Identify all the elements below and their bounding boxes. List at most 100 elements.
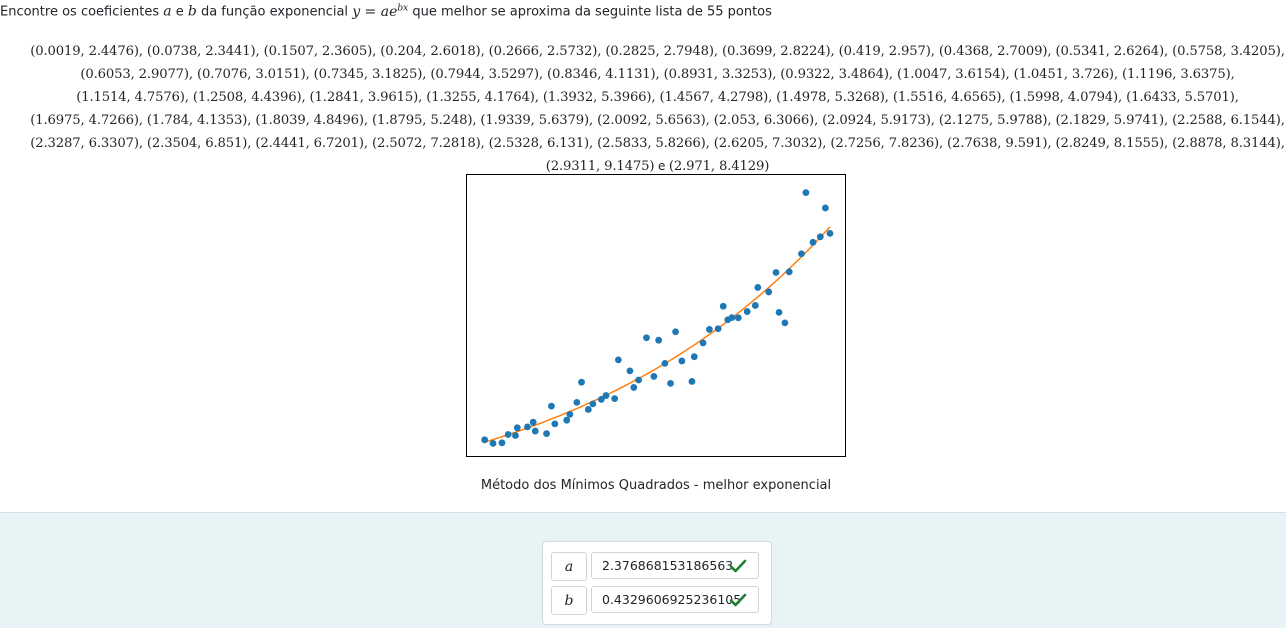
data-point	[650, 373, 658, 380]
formula-base: y = ae	[352, 3, 398, 20]
answer-input-b[interactable]: 0.4329606925236105	[591, 586, 759, 613]
data-point	[548, 402, 555, 410]
data-point	[678, 357, 686, 365]
answer-value-b: 0.4329606925236105	[602, 592, 742, 607]
point-item: (2.1275, 5.9788)	[938, 113, 1048, 128]
point-item: (2.5328, 6.131)	[488, 136, 589, 151]
chart-svg	[481, 189, 834, 447]
point-list-last-separator: e	[654, 159, 669, 173]
data-point	[719, 302, 727, 310]
data-point	[661, 359, 669, 367]
data-point	[655, 336, 663, 344]
data-point	[798, 250, 805, 258]
point-item: (1.0451, 3.726)	[1013, 67, 1114, 82]
data-point	[589, 400, 597, 408]
point-item: (2.7638, 9.591)	[947, 136, 1048, 151]
point-item: (2.0092, 5.6563)	[597, 113, 706, 128]
data-point	[563, 416, 571, 424]
fit-curve	[484, 226, 831, 443]
data-point	[611, 395, 619, 403]
data-point	[512, 432, 519, 439]
data-point	[597, 396, 605, 403]
point-item: (1.2841, 3.9615)	[309, 90, 419, 105]
variable-a: a	[163, 3, 172, 20]
data-point	[667, 379, 674, 387]
chart	[466, 174, 846, 457]
chart-caption: Método dos Mínimos Quadrados - melhor ex…	[480, 478, 832, 493]
data-point	[498, 439, 506, 447]
data-point	[705, 326, 713, 333]
point-item: (0.6053, 2.9077)	[80, 67, 189, 82]
point-item: (0.7944, 3.5297)	[430, 67, 539, 82]
point-item: (1.4567, 4.2798)	[659, 90, 769, 105]
point-item: (1.6433, 5.5701)	[1126, 90, 1235, 105]
formula: y = aebx	[352, 3, 409, 20]
data-point	[785, 268, 793, 276]
point-item: (2.3287, 6.3307)	[30, 136, 139, 151]
point-item: (1.8795, 5.248)	[372, 113, 473, 128]
point-item: (0.8346, 4.1131)	[546, 67, 656, 82]
point-item: (2.6205, 7.3032)	[713, 136, 823, 151]
point-item: (1.4978, 5.3268)	[776, 90, 885, 105]
question-suffix: que melhor se aproxima da seguinte lista…	[408, 4, 772, 20]
point-item: (2.9311, 9.1475)	[545, 159, 655, 174]
point-item: (2.3504, 6.851)	[146, 136, 248, 151]
data-point	[614, 356, 622, 364]
point-item: (0.2825, 2.7948)	[605, 44, 714, 59]
question-text: Encontre os coeficientes a e b da função…	[0, 3, 772, 20]
formula-exponent: bx	[397, 3, 409, 13]
data-point	[584, 406, 592, 413]
data-point	[772, 269, 780, 276]
data-point	[630, 384, 638, 391]
point-item: (2.1829, 5.9741)	[1055, 113, 1165, 128]
question-mid: da função exponencial	[196, 4, 353, 20]
point-item: (2.5072, 7.2818)	[372, 136, 481, 151]
point-item: (2.8249, 8.1555)	[1055, 136, 1165, 151]
data-point	[688, 378, 696, 385]
data-point	[775, 308, 783, 316]
question-and: e	[171, 4, 188, 20]
data-point	[699, 339, 707, 347]
point-item: (0.5758, 3.4205)	[1172, 44, 1281, 59]
data-point	[734, 314, 742, 322]
answer-input-a[interactable]: 2.376868153186563	[591, 552, 759, 579]
data-point	[573, 398, 581, 406]
data-point	[551, 420, 559, 428]
data-point	[489, 440, 497, 447]
data-point	[635, 376, 643, 384]
data-point	[578, 378, 585, 386]
point-item: (1.0047, 3.6154)	[896, 67, 1006, 82]
data-point	[765, 288, 773, 296]
data-point	[672, 328, 679, 336]
variable-b: b	[187, 3, 197, 20]
point-item: (1.1514, 4.7576)	[76, 90, 185, 105]
data-point	[826, 229, 834, 237]
answer-label-a: a	[551, 552, 587, 581]
point-item: (2.7256, 7.8236)	[830, 136, 939, 151]
point-item: (1.2508, 4.4396)	[192, 90, 302, 105]
point-item: (2.5833, 5.8266)	[597, 136, 706, 151]
question-prefix: Encontre os coeficientes	[0, 4, 164, 20]
data-point	[751, 302, 759, 309]
point-item: (2.2588, 6.1544)	[1172, 113, 1281, 128]
data-point	[802, 189, 810, 197]
point-item: (1.3255, 4.1764)	[426, 90, 535, 105]
point-item: (2.053, 6.3066)	[713, 113, 815, 128]
data-point	[513, 424, 521, 432]
data-point	[504, 431, 512, 438]
point-item: (0.419, 2.957)	[838, 44, 931, 59]
point-item: (0.5341, 2.6264)	[1055, 44, 1165, 59]
data-point	[566, 410, 574, 418]
data-point	[602, 392, 610, 399]
point-item: (1.9339, 5.6379)	[480, 113, 589, 128]
data-point	[809, 238, 817, 246]
data-point	[543, 430, 550, 438]
data-point	[781, 319, 789, 327]
answer-label-b: b	[551, 586, 587, 615]
data-point	[821, 204, 829, 212]
point-item: (1.5998, 4.0794)	[1009, 90, 1119, 105]
data-point	[728, 314, 736, 322]
point-list: (0.0019, 2.4476), (0.0738, 2.3441), (0.1…	[30, 44, 1285, 174]
point-item: (2.4441, 6.7201)	[255, 136, 364, 151]
answer-box: a 2.376868153186563 b 0.4329606925236105	[542, 541, 772, 625]
